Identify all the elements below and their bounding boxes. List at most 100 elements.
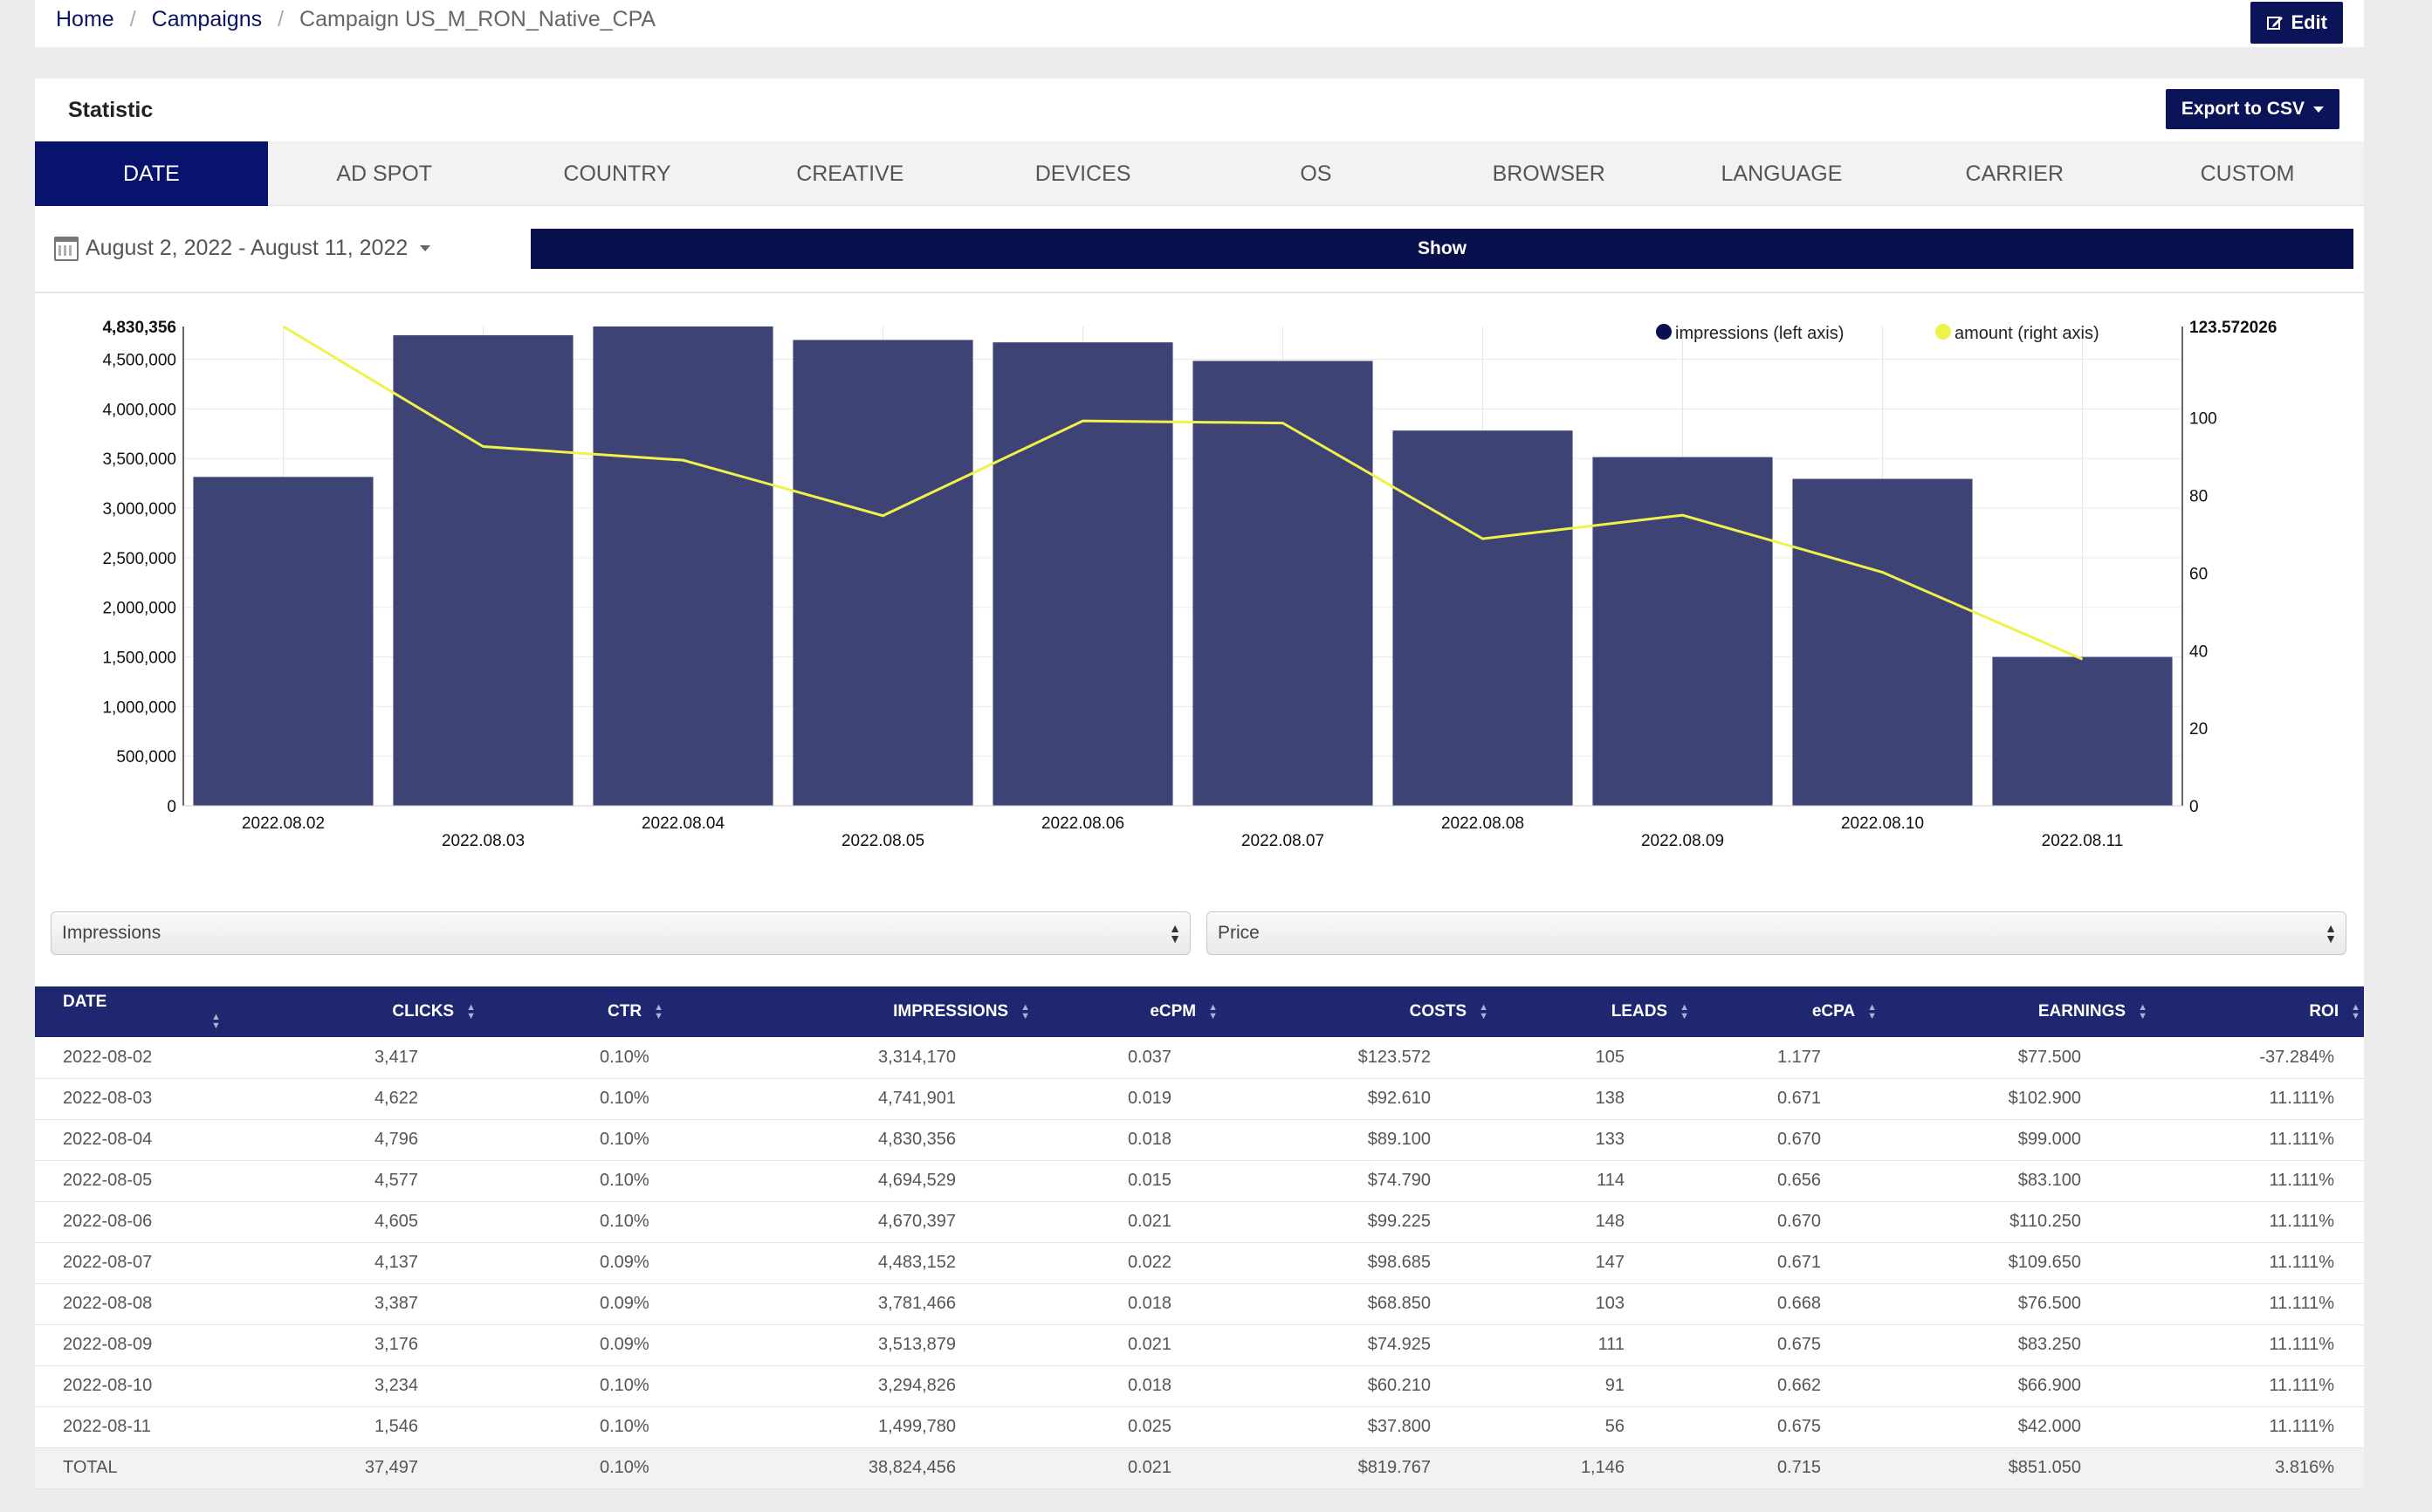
right-metric-select[interactable]: Price ▲ ▼	[1206, 911, 2346, 955]
left-axis-max-label: 4,830,356	[102, 319, 176, 337]
table-cell-clicks: 4,137	[262, 1242, 476, 1284]
tab-bar: DATE AD SPOT COUNTRY CREATIVE DEVICES OS…	[35, 141, 2364, 206]
sort-icon[interactable]: ▲ ▼	[466, 1001, 476, 1021]
bar-impressions	[1192, 361, 1373, 806]
table-cell-ecpa: 0.671	[1689, 1242, 1877, 1284]
table-cell-ecpm: 0.037	[1030, 1037, 1218, 1079]
column-header-leads[interactable]: LEADS ▲ ▼	[1488, 986, 1689, 1037]
tab-browser[interactable]: BROWSER	[1492, 161, 1605, 186]
legend-impressions-label: impressions (left axis)	[1675, 324, 1844, 343]
x-axis-tick-label: 2022.08.06	[1041, 814, 1124, 833]
right-axis-tick-label: 0	[2189, 798, 2199, 816]
sort-icon[interactable]: ▲ ▼	[1867, 1001, 1877, 1021]
table-cell-leads: 114	[1488, 1160, 1689, 1202]
table-total-row: TOTAL 37,497 0.10% 38,824,456 0.021 $819.767 1…	[35, 1447, 2364, 1489]
show-button[interactable]: Show	[531, 229, 2353, 269]
table-cell-ctr: 0.10%	[476, 1365, 663, 1407]
column-header-roi[interactable]: ROI ▲ ▼	[2147, 986, 2364, 1037]
filter-row: August 2, 2022 - August 11, 2022 Show	[35, 206, 2364, 293]
statistics-table: DATE▲ ▼ CLICKS ▲ ▼ CTR ▲ ▼ IMPRESSIONS ▲ ▼ eCPM…	[35, 986, 2364, 1489]
caret-down-icon	[2313, 106, 2324, 113]
column-header-clicks[interactable]: CLICKS ▲ ▼	[262, 986, 476, 1037]
sort-icon[interactable]: ▲ ▼	[654, 1001, 663, 1021]
table-cell-impressions: 3,294,826	[663, 1365, 1030, 1407]
caret-down-icon	[420, 245, 431, 251]
table-cell-earnings: $110.250	[1877, 1201, 2147, 1243]
column-header-ctr[interactable]: CTR ▲ ▼	[476, 986, 663, 1037]
column-header-date[interactable]: DATE▲ ▼	[35, 986, 262, 1037]
bar-impressions	[1592, 457, 1773, 806]
table-cell-ecpm: 0.019	[1030, 1078, 1218, 1120]
table-cell-costs: $99.225	[1218, 1201, 1488, 1243]
left-axis-tick-label: 1,000,000	[102, 698, 176, 717]
right-metric-value: Price	[1218, 923, 1260, 943]
sort-icon[interactable]: ▲ ▼	[1479, 1001, 1488, 1021]
bar-impressions	[793, 340, 973, 806]
left-metric-select[interactable]: Impressions ▲ ▼	[51, 911, 1191, 955]
table-cell-earnings: $102.900	[1877, 1078, 2147, 1120]
tab-os[interactable]: OS	[1300, 161, 1332, 186]
tab-custom[interactable]: CUSTOM	[2200, 161, 2295, 186]
table-cell-roi: 3.816%	[2147, 1447, 2364, 1489]
table-cell-roi: 11.111%	[2147, 1160, 2364, 1202]
export-csv-label: Export to CSV	[2181, 99, 2305, 119]
tab-creative[interactable]: CREATIVE	[796, 161, 904, 186]
chart: 0 500,000 1,000,000 1,500,000 2,000,000 2,500…	[35, 293, 2364, 983]
table-cell-impressions: 4,741,901	[663, 1078, 1030, 1120]
sort-icon[interactable]: ▲ ▼	[1020, 1001, 1030, 1021]
tab-date[interactable]: DATE	[35, 141, 268, 206]
table-cell-leads: 133	[1488, 1119, 1689, 1161]
table-cell-impressions: 3,314,170	[663, 1037, 1030, 1079]
right-axis-tick-label: 40	[2189, 643, 2208, 661]
tab-devices[interactable]: DEVICES	[1034, 161, 1131, 186]
edit-button[interactable]: Edit	[2250, 2, 2343, 44]
column-header-ecpm[interactable]: eCPM ▲ ▼	[1030, 986, 1218, 1037]
sort-icon[interactable]: ▲ ▼	[2351, 1001, 2360, 1021]
sort-icon[interactable]: ▲ ▼	[211, 1011, 221, 1031]
left-axis-tick-label: 0	[167, 798, 176, 816]
sort-icon[interactable]: ▲ ▼	[2138, 1001, 2147, 1021]
breadcrumb-separator: /	[129, 7, 136, 31]
table-cell-roi: 11.111%	[2147, 1078, 2364, 1120]
table-cell-ecpa: 0.675	[1689, 1406, 1877, 1448]
tab-country[interactable]: COUNTRY	[563, 161, 671, 186]
table-cell-earnings: $66.900	[1877, 1365, 2147, 1407]
table-cell-date: TOTAL	[35, 1447, 262, 1489]
export-csv-button[interactable]: Export to CSV	[2165, 89, 2339, 129]
table-cell-earnings: $109.650	[1877, 1242, 2147, 1284]
column-header-costs[interactable]: COSTS ▲ ▼	[1218, 986, 1488, 1037]
right-axis-tick-label: 80	[2189, 488, 2208, 506]
tab-language[interactable]: LANGUAGE	[1721, 161, 1843, 186]
right-axis-tick-label: 20	[2189, 720, 2208, 739]
table-cell-ctr: 0.09%	[476, 1283, 663, 1325]
column-header-ecpa[interactable]: eCPA ▲ ▼	[1689, 986, 1877, 1037]
bar-impressions	[393, 335, 574, 806]
table-cell-ecpm: 0.022	[1030, 1242, 1218, 1284]
table-cell-leads: 105	[1488, 1037, 1689, 1079]
statistic-panel: Statistic Export to CSV DATE AD SPOT COU…	[35, 79, 2364, 1489]
breadcrumb-home-link[interactable]: Home	[56, 7, 114, 31]
sort-icon[interactable]: ▲ ▼	[1680, 1001, 1689, 1021]
column-header-earnings[interactable]: EARNINGS ▲ ▼	[1877, 986, 2147, 1037]
table-cell-ecpa: 0.662	[1689, 1365, 1877, 1407]
table-cell-date: 2022-08-08	[35, 1283, 262, 1325]
column-header-impressions[interactable]: IMPRESSIONS ▲ ▼	[663, 986, 1030, 1037]
sort-icon[interactable]: ▲ ▼	[1208, 1001, 1218, 1021]
breadcrumb-separator: /	[278, 7, 285, 31]
breadcrumb: Home / Campaigns / Campaign US_M_RON_Nat…	[56, 7, 656, 32]
tab-ad-spot[interactable]: AD SPOT	[336, 161, 433, 186]
left-metric-value: Impressions	[62, 923, 161, 943]
bar-impressions	[993, 342, 1173, 807]
table-cell-leads: 91	[1488, 1365, 1689, 1407]
table-cell-impressions: 4,830,356	[663, 1119, 1030, 1161]
date-range-picker[interactable]: August 2, 2022 - August 11, 2022	[54, 236, 431, 261]
table-cell-roi: 11.111%	[2147, 1406, 2364, 1448]
breadcrumb-campaigns-link[interactable]: Campaigns	[151, 7, 263, 31]
left-axis-tick-label: 1,500,000	[102, 649, 176, 668]
table-cell-date: 2022-08-04	[35, 1119, 262, 1161]
table-cell-roi: 11.111%	[2147, 1324, 2364, 1366]
bar-impressions	[1792, 478, 1973, 806]
table-cell-ecpm: 0.018	[1030, 1283, 1218, 1325]
table-cell-impressions: 3,513,879	[663, 1324, 1030, 1366]
tab-carrier[interactable]: CARRIER	[1965, 161, 2064, 186]
